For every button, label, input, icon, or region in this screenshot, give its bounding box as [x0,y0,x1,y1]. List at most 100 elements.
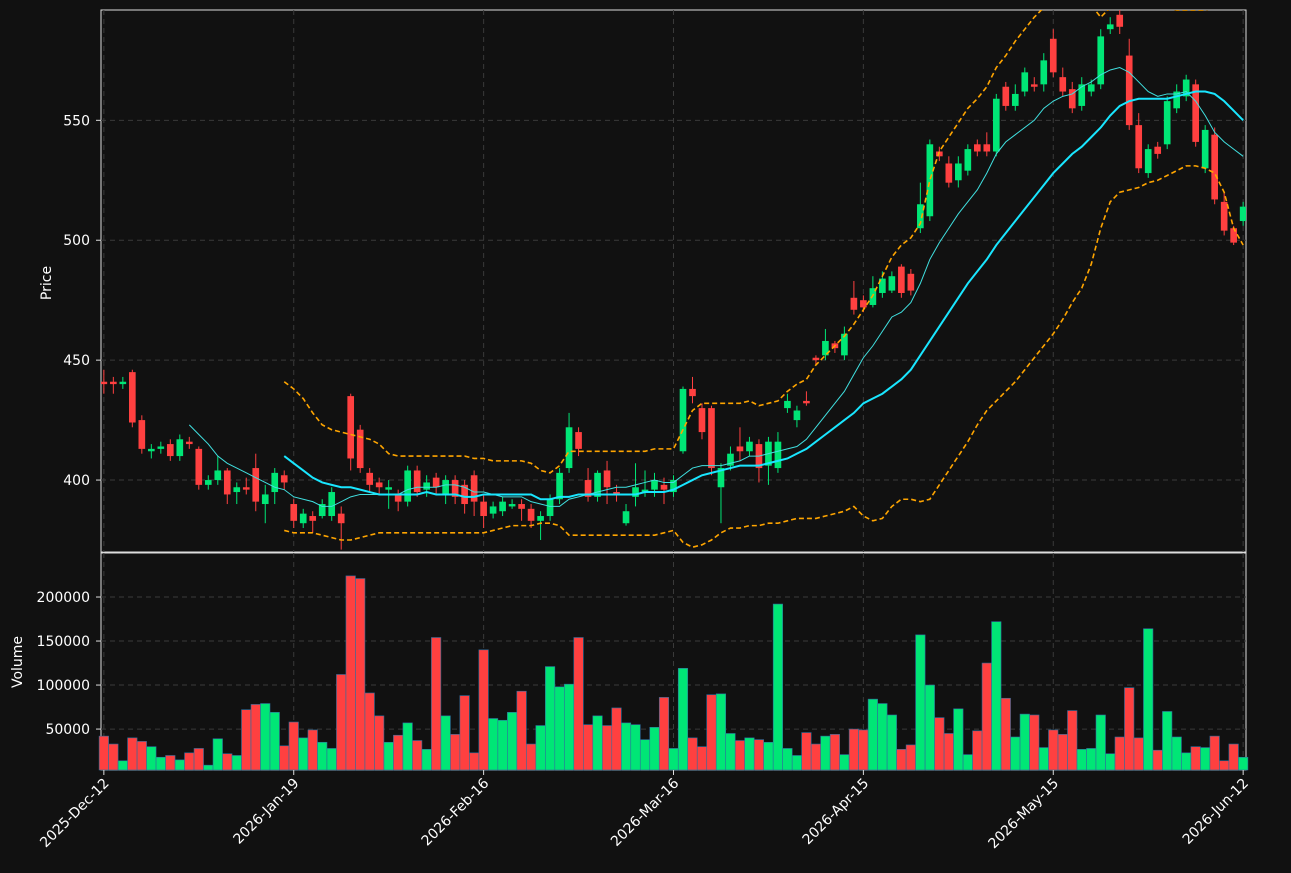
candle-body [1011,93,1019,106]
candle-body [442,480,449,495]
candle-body [774,441,782,469]
candle-body [537,516,544,521]
volume-bar [1010,736,1021,771]
candle-body [261,494,269,505]
volume-bar [1238,756,1249,771]
candle-body [641,489,649,493]
volume-bar [554,686,565,771]
volume-bar [706,694,717,771]
volume-bar [469,752,480,771]
candle-body [1068,89,1076,109]
candle-body [698,408,706,433]
volume-bar [212,738,223,771]
volume-bar [782,748,793,771]
candle-body [1154,146,1162,154]
volume-bar [526,743,537,771]
candle-body [451,480,459,497]
volume-bar [991,621,1002,771]
candle-body [651,480,658,490]
volume-bar [1219,760,1230,771]
volume-bar [345,575,356,771]
volume-bar [421,749,432,771]
candle-body [1116,14,1124,27]
volume-bar [620,722,632,771]
volume-bar [791,755,802,771]
x-tick-label: 2026-May-15 [986,776,1063,853]
volume-bar [412,740,423,771]
volume-bar [744,737,755,771]
volume-bar [734,740,746,771]
volume-bar [953,708,964,771]
volume-bar [934,717,945,771]
volume-bar [1048,729,1059,771]
candle-body [185,441,193,445]
candle-body [385,487,392,490]
volume-bar [364,692,375,771]
candle-body [432,477,440,488]
candle-body [233,487,241,493]
candle-body [480,501,487,517]
volume-bar [288,721,299,771]
volume-bar [298,737,309,771]
volume-bar [658,697,670,771]
volume-bar [203,764,214,771]
volume-bar [820,735,831,771]
candle-body [470,475,478,502]
candle-body [992,98,1000,152]
volume-bar [535,725,546,771]
volume-bar [1019,713,1030,771]
candle-body [812,357,820,361]
volume-bar [1095,714,1106,771]
volume-bar [1086,748,1097,771]
volume-bar [877,703,888,771]
y-tick-label: 150000 [37,634,90,650]
candle-body [907,273,915,291]
candle-body [1125,55,1133,126]
candle-body [565,427,573,469]
volume-bar [1171,736,1182,771]
candle-body [603,470,611,488]
candle-body [290,504,298,521]
candle-body [632,487,639,497]
candle-body [394,494,402,502]
candle-body [746,441,753,452]
candle-body [309,516,317,521]
candle-body [613,492,620,495]
candle-body [223,470,231,495]
volume-bar [1190,746,1201,771]
volume-bar [867,698,878,771]
candle-body [1182,79,1190,97]
volume-bar [896,749,907,771]
candle-body [822,340,829,356]
candle-body [375,482,383,488]
volume-bar [260,703,271,771]
volume-bar [677,668,689,771]
candle-body [575,432,582,449]
candle-body [689,388,696,397]
volume-bar [317,741,328,771]
volume-bar [573,637,584,771]
volume-bar [402,722,413,771]
volume-bar [241,709,252,771]
candle-body [157,446,165,449]
candle-body [964,149,972,171]
volume-bar [431,637,442,771]
volume-bar [184,752,195,771]
volume-bar [943,733,954,771]
candle-body [983,144,991,152]
volume-bar [459,695,470,771]
volume-bar [440,715,451,771]
volume-bar [1200,747,1211,771]
volume-bar [886,714,897,771]
candle-body [423,482,430,490]
volume-bar [193,748,204,771]
candle-body [1002,86,1010,106]
y-tick-label: 50000 [45,722,90,738]
volume-bar [763,741,774,771]
volume-bar [497,719,508,771]
volume-bar [725,733,736,771]
volume-bar [564,683,575,771]
volume-bar [1162,711,1173,771]
